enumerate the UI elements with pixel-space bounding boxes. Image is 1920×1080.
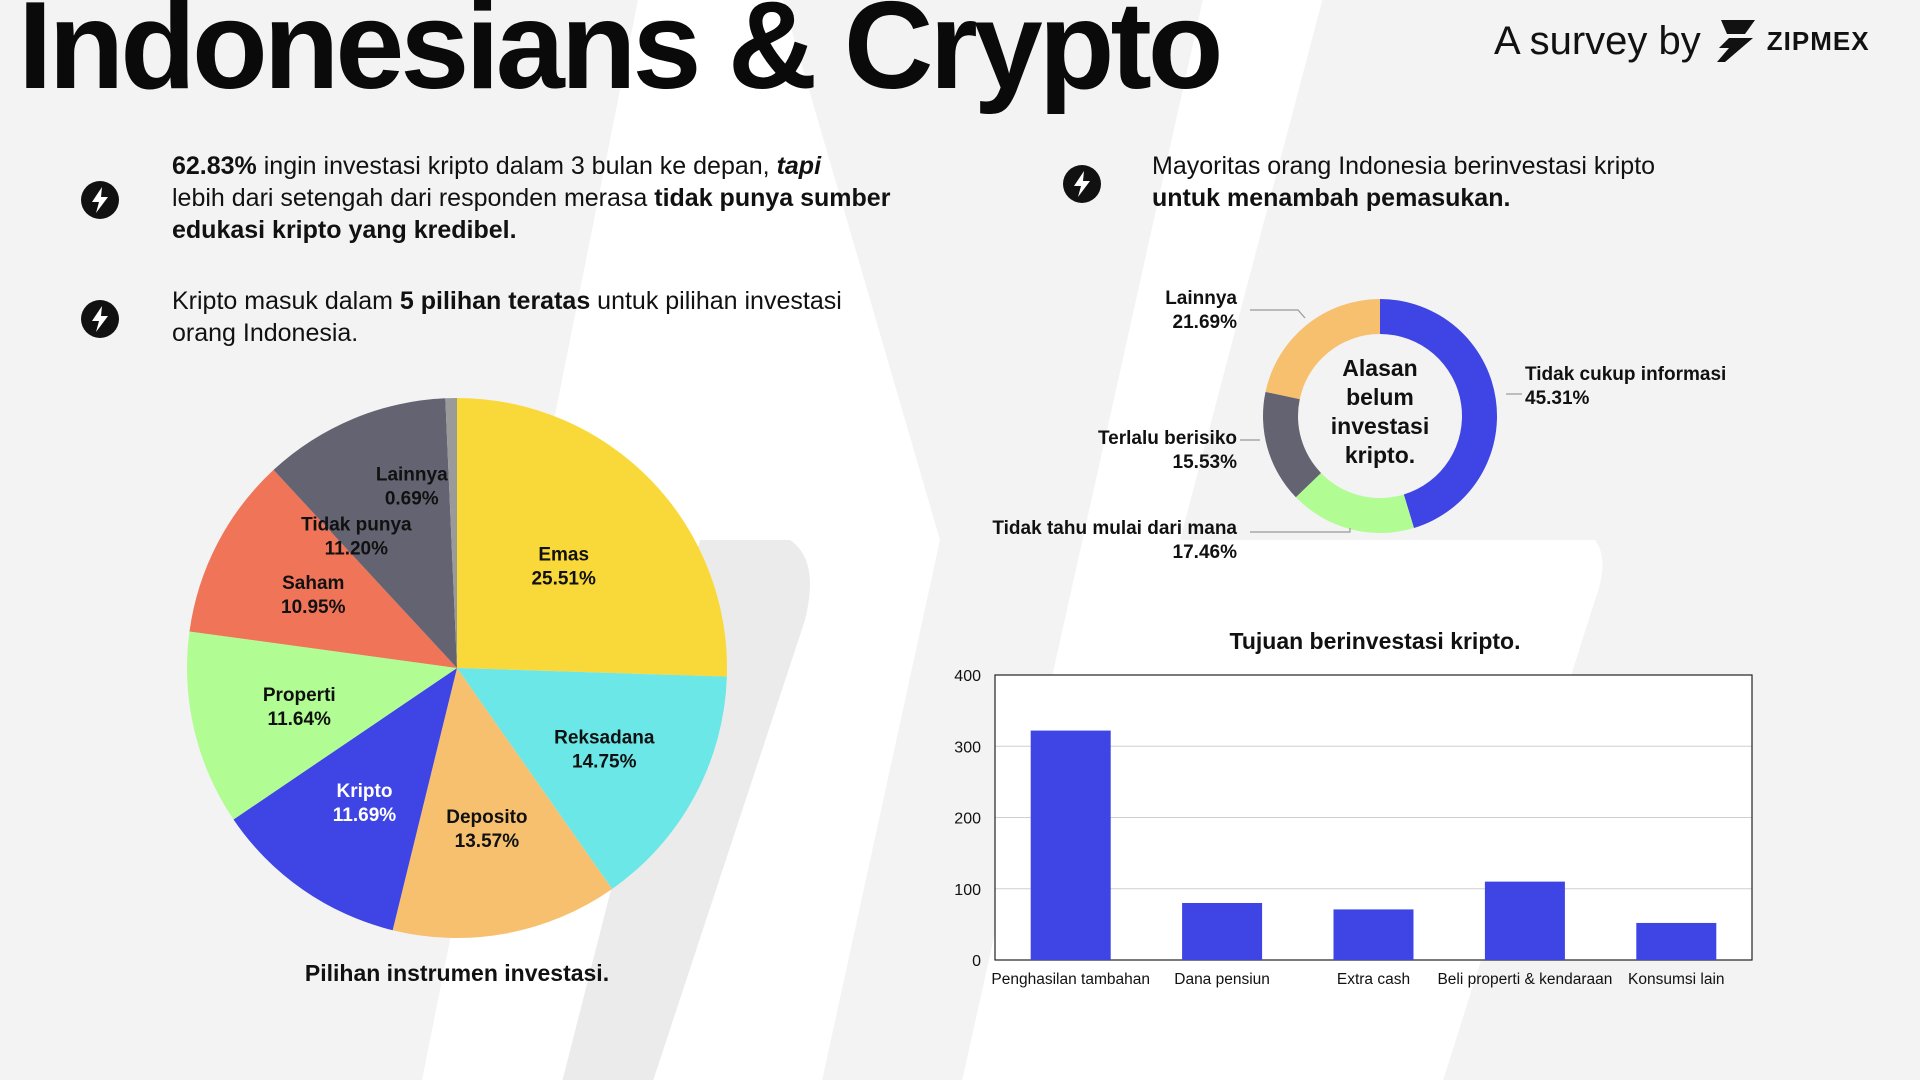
intent-highlight: tidak punya sumber edukasi kripto yang k… [172, 184, 891, 244]
purpose-bar-chart: 0 100 200 300 400 Penghasilan tambahan Dana pe… [954, 668, 1753, 988]
pie-value-kripto: 11.69% [333, 805, 396, 826]
investment-pie-chart: Emas 25.51% Reksadana 14.75% Deposito 13.57% K… [187, 398, 727, 938]
bullet-top-five-text: Kripto masuk dalam 5 pilihan teratas unt… [172, 285, 912, 349]
donut-leader-line [1250, 309, 1306, 319]
bar-y-tick-label: 0 [972, 953, 981, 970]
pie-label-saham: Saham [282, 573, 344, 594]
pie-slice-saham [189, 469, 457, 668]
donut-value-tidak-cukup-informasi: 45.31% [1525, 388, 1590, 409]
pie-slice-kripto [233, 668, 457, 931]
pie-value-tidak-punya: 11.20% [325, 538, 388, 559]
donut-center-title: belum [1346, 384, 1414, 410]
bar-x-tick-label: Dana pensiun [1174, 971, 1270, 988]
bar-beli-properti-kendaraan [1484, 881, 1565, 960]
pie-value-emas: 25.51% [531, 569, 596, 590]
bolt-circle-icon [1063, 165, 1101, 203]
bar-penghasilan-tambahan [1030, 730, 1111, 960]
intent-text: ingin investasi kripto dalam 3 bulan ke … [256, 152, 777, 180]
pie-label-tidak-punya: Tidak punya [301, 514, 412, 535]
donut-center-title: kripto. [1345, 442, 1415, 468]
pie-slice-tidak-punya [273, 398, 457, 668]
donut-slice-tidak-cukup-informasi [1380, 299, 1497, 528]
pie-value-properti: 11.64% [268, 709, 331, 730]
bar-x-tick-label: Beli properti & kendaraan [1437, 971, 1612, 988]
donut-slice-tidak-tahu-mulai-dari-mana [1295, 472, 1414, 533]
majority-highlight: untuk menambah pemasukan. [1152, 184, 1511, 212]
donut-value-tidak-tahu-mulai-dari-mana: 17.46% [1173, 542, 1238, 563]
donut-slice-terlalu-berisiko [1263, 391, 1322, 498]
bar-y-tick-label: 100 [954, 882, 981, 899]
zipmex-logo-icon [1716, 20, 1755, 62]
byline: A survey by ZIPMEX [1494, 18, 1870, 64]
pie-label-emas: Emas [538, 545, 589, 566]
top-five-text: Kripto masuk dalam [172, 287, 400, 315]
donut-label-terlalu-berisiko: Terlalu berisiko [1098, 428, 1237, 449]
top-five-highlight: 5 pilihan teratas [399, 287, 591, 315]
intent-tapi: tapi [776, 152, 822, 180]
donut-slice-lainnya [1265, 299, 1380, 400]
pie-label-properti: Properti [263, 685, 336, 706]
pie-slice-properti [187, 631, 457, 820]
pie-label-deposito: Deposito [446, 807, 527, 828]
bullet-crypto-intent: 62.83% ingin investasi kripto dalam 3 bu… [80, 150, 940, 246]
bullet-majority: Mayoritas orang Indonesia berinvestasi k… [1062, 150, 1822, 214]
donut-center-title: investasi [1331, 413, 1429, 439]
pie-value-reksadana: 14.75% [572, 752, 637, 773]
purpose-bar-title: Tujuan berinvestasi kripto. [1229, 628, 1521, 654]
bar-x-tick-label: Extra cash [1337, 971, 1410, 988]
intent-percent: 62.83% [172, 152, 257, 180]
pie-label-kripto: Kripto [337, 781, 393, 802]
pie-slice-emas [457, 398, 727, 677]
bar-y-tick-label: 200 [954, 811, 981, 828]
donut-center-title: Alasan [1342, 355, 1417, 381]
bullet-crypto-intent-text: 62.83% ingin investasi kripto dalam 3 bu… [172, 150, 940, 246]
bar-y-tick-label: 300 [954, 739, 981, 756]
top-five-text-2: untuk pilihan investasi orang Indonesia. [172, 287, 842, 347]
donut-leader-line [1250, 528, 1351, 533]
pie-label-lainnya: Lainnya [376, 464, 448, 485]
reasons-donut-chart: Alasan belum investasi kripto. Tidak cukup i… [992, 288, 1726, 563]
pie-value-deposito: 13.57% [455, 831, 520, 852]
pie-label-reksadana: Reksadana [554, 728, 655, 749]
intent-text-2: lebih dari setengah dari responden meras… [172, 184, 655, 212]
majority-text: Mayoritas orang Indonesia berinvestasi k… [1152, 152, 1656, 180]
bolt-circle-icon [81, 300, 119, 338]
bar-dana-pensiun [1182, 903, 1263, 960]
donut-label-tidak-tahu-mulai-dari-mana: Tidak tahu mulai dari mana [992, 518, 1237, 539]
bar-y-tick-label: 400 [954, 668, 981, 685]
byline-text: A survey by [1494, 18, 1701, 63]
bar-konsumsi-lain [1636, 922, 1717, 960]
donut-label-lainnya: Lainnya [1165, 288, 1237, 309]
bolt-circle-icon [81, 181, 119, 219]
bar-x-tick-label: Penghasilan tambahan [991, 971, 1150, 988]
investment-pie-title: Pilihan instrumen investasi. [304, 960, 610, 986]
pie-slice-lainnya [445, 398, 457, 668]
donut-value-terlalu-berisiko: 15.53% [1173, 452, 1238, 473]
page-title: Indonesians & Crypto [18, 0, 1223, 115]
bar-extra-cash [1333, 909, 1414, 960]
zipmex-wordmark: ZIPMEX [1766, 25, 1870, 56]
pie-slice-deposito [392, 668, 613, 938]
pie-value-saham: 10.95% [281, 597, 346, 618]
bullet-majority-text: Mayoritas orang Indonesia berinvestasi k… [1152, 150, 1792, 214]
donut-value-lainnya: 21.69% [1173, 312, 1238, 333]
donut-label-tidak-cukup-informasi: Tidak cukup informasi [1525, 364, 1726, 385]
bar-x-tick-label: Konsumsi lain [1628, 971, 1725, 988]
pie-slice-reksadana [457, 668, 727, 889]
pie-value-lainnya: 0.69% [385, 488, 439, 509]
bullet-top-five: Kripto masuk dalam 5 pilihan teratas unt… [80, 285, 940, 349]
